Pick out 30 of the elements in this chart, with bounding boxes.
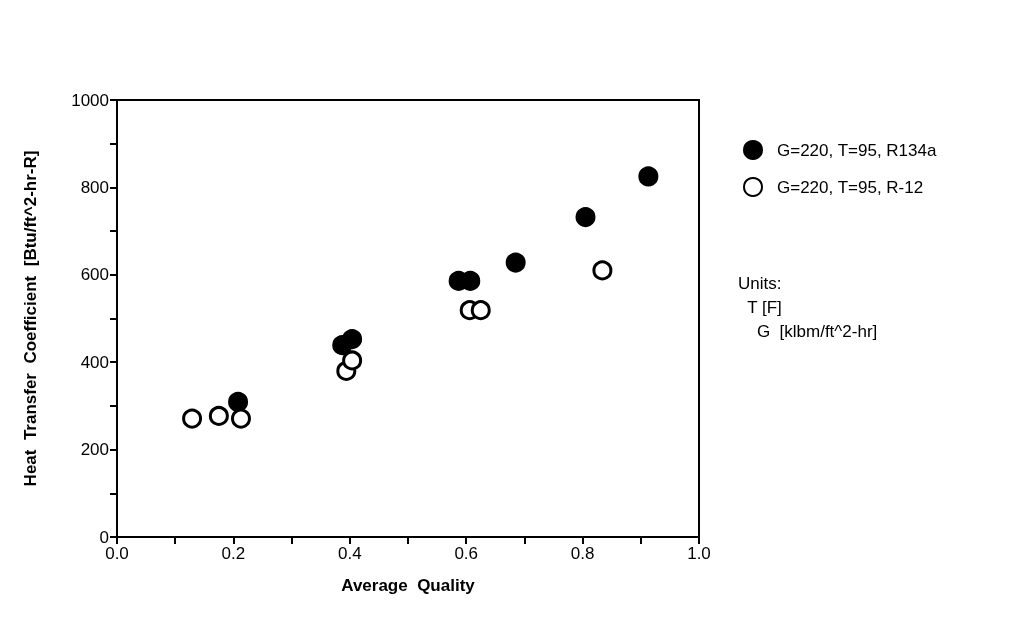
point (505, 252, 526, 273)
x-axis-title: Average Quality (341, 576, 476, 595)
point (575, 207, 596, 228)
y-tick-label: 200 (80, 440, 109, 460)
point (182, 408, 203, 429)
x-tick-label: 0.6 (454, 544, 479, 563)
x-tick-label: 0.4 (337, 544, 362, 563)
point (342, 350, 363, 371)
x-tick-label: 0.0 (105, 544, 129, 563)
point (230, 408, 251, 429)
text: T [F] (738, 298, 782, 317)
point (638, 166, 659, 187)
y-tick-label: 1000 (71, 90, 109, 110)
x-tick-label: 0.2 (221, 544, 246, 563)
text: Units: (738, 274, 782, 293)
y-tick-label: 400 (80, 352, 109, 372)
x-tick-label: 1.0 (687, 544, 711, 563)
point (470, 300, 491, 321)
y-axis-title: Heat Transfer Coefficient [Btu/ft^2-hr-R] (21, 150, 40, 487)
point (208, 405, 229, 426)
point (228, 391, 249, 412)
point (592, 260, 613, 281)
legend-label: G=220, T=95, R-12 (777, 177, 924, 197)
y-tick-label: 600 (80, 265, 109, 285)
y-tick-label: 0 (99, 527, 109, 547)
legend-label: G=220, T=95, R134a (777, 140, 937, 160)
text: G [klbm/ft^2-hr] (738, 322, 878, 341)
y-tick-label: 800 (80, 177, 109, 197)
point (342, 329, 363, 350)
x-tick-label: 0.8 (570, 544, 595, 563)
